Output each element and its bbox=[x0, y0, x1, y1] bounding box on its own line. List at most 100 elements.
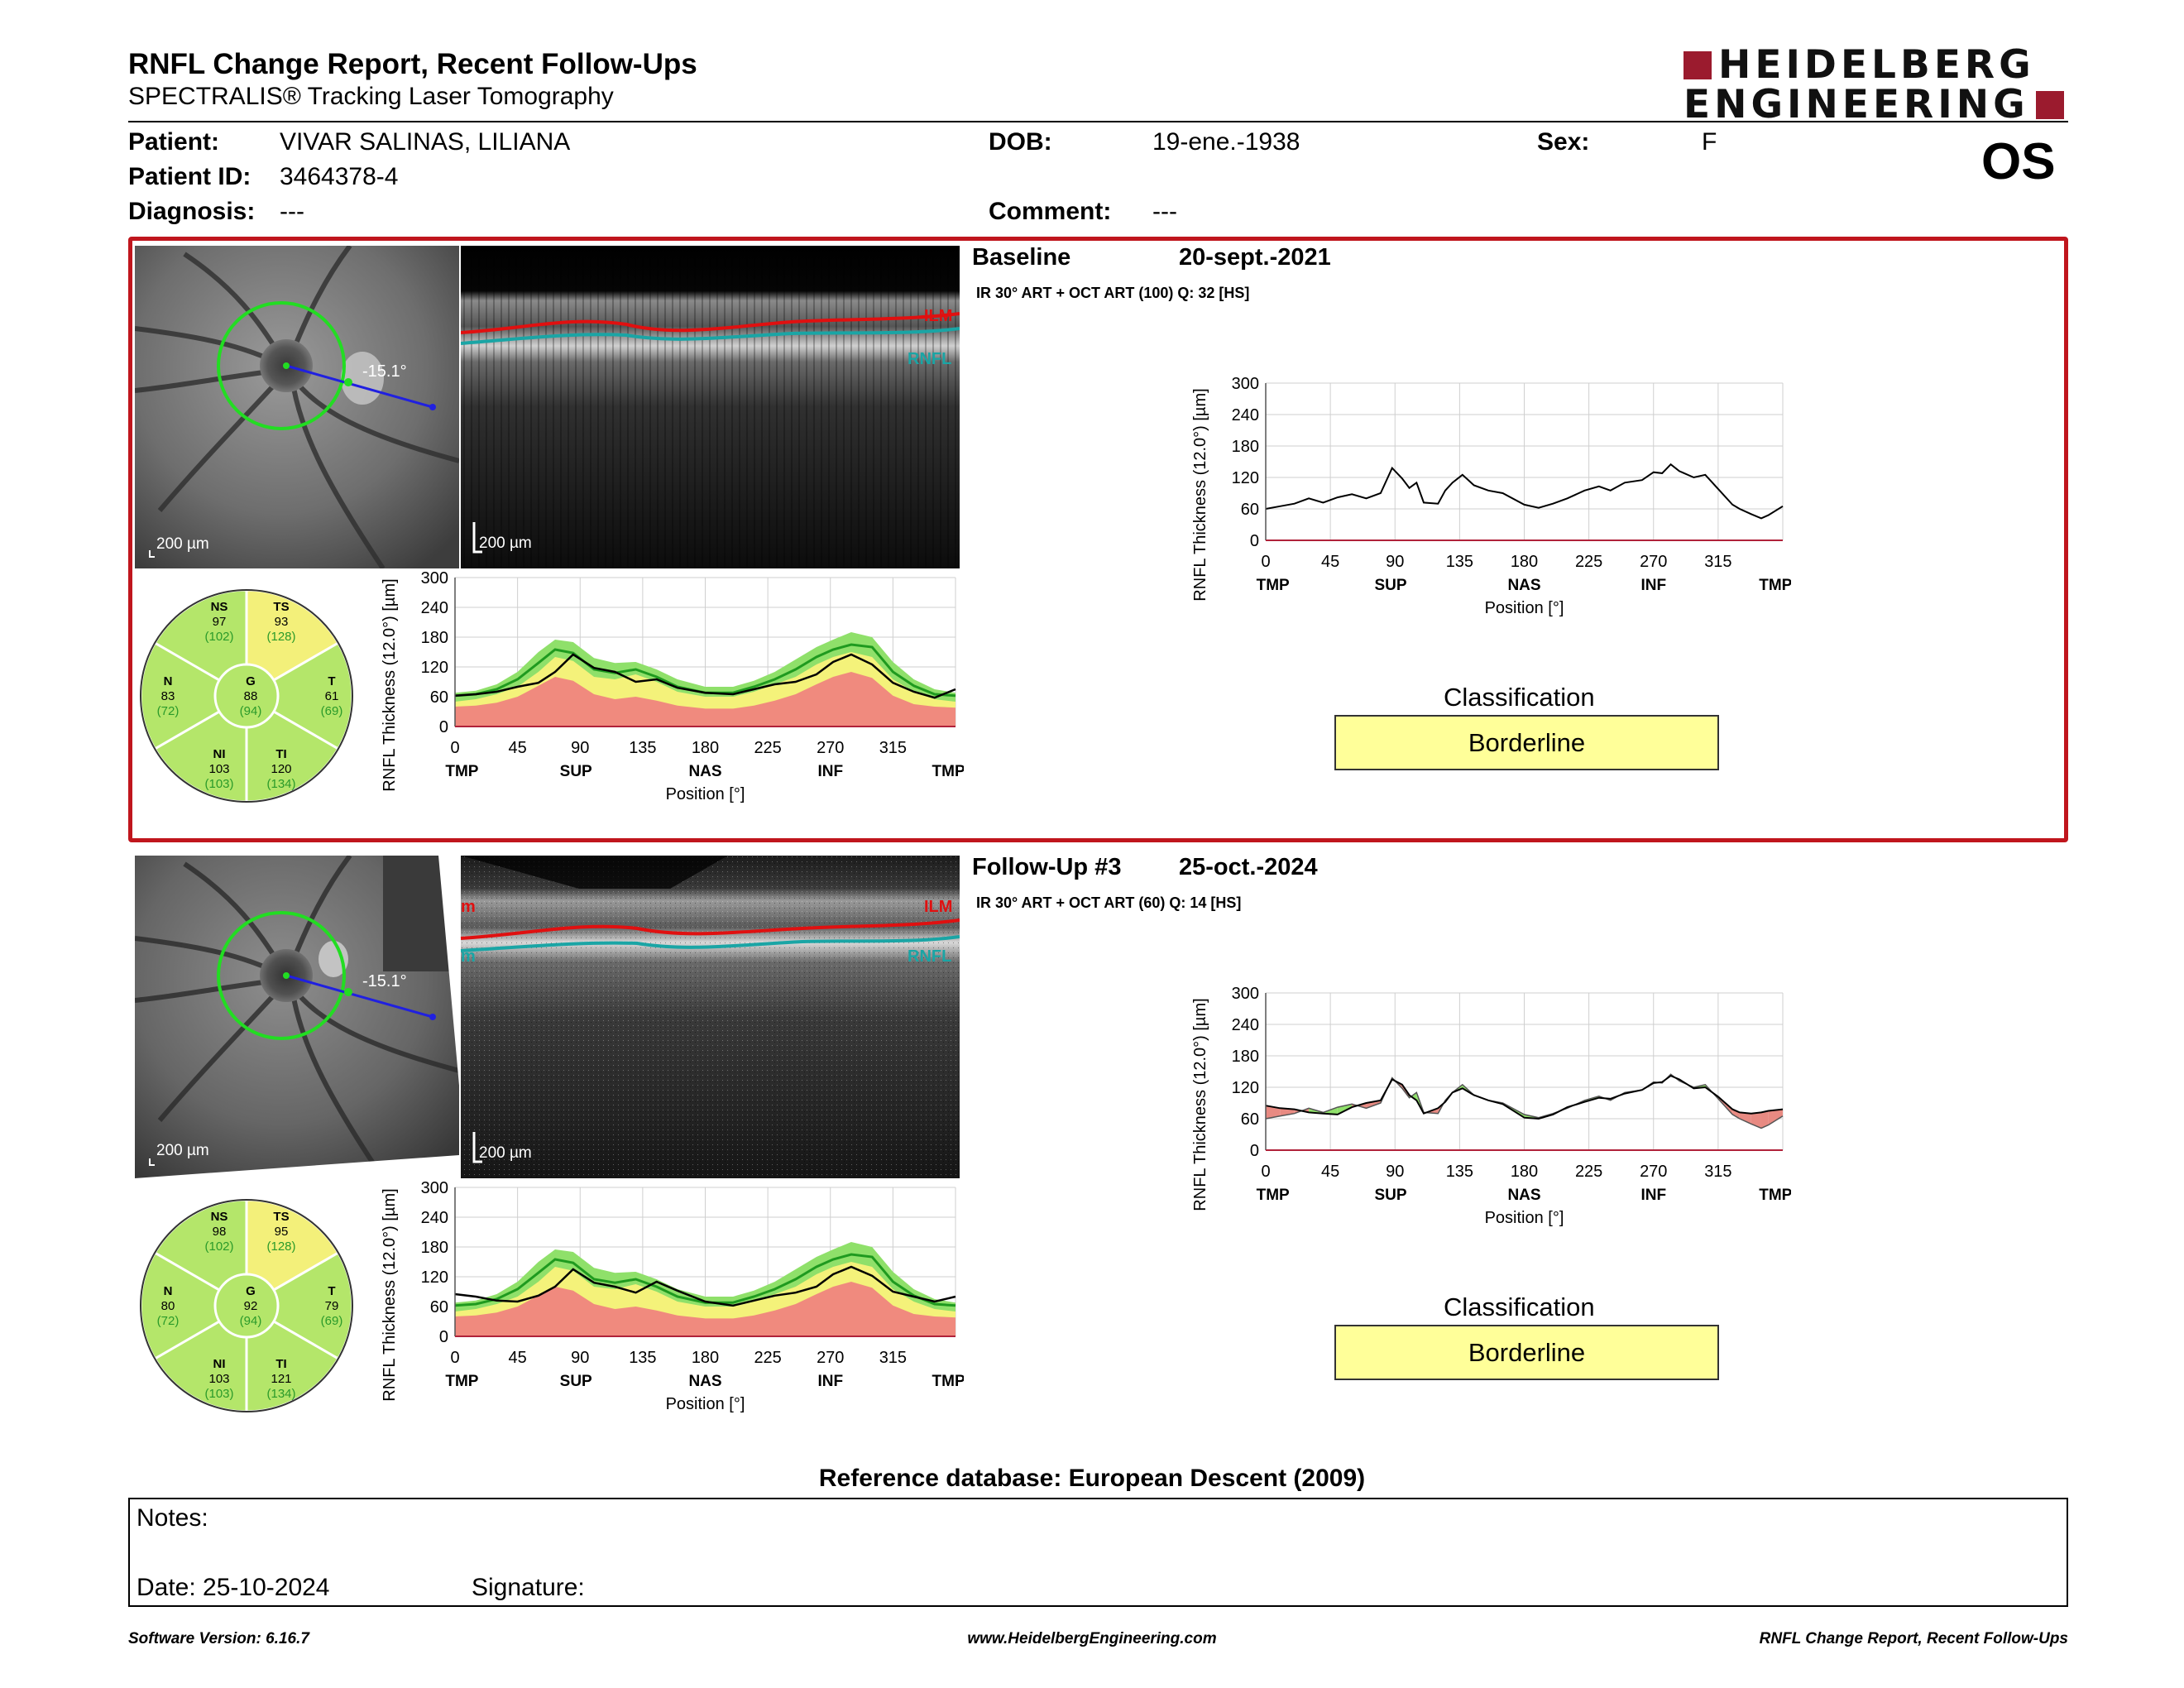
followup-classification-badge: Borderline bbox=[1334, 1325, 1719, 1380]
sector-t-ref: (69) bbox=[321, 1314, 343, 1328]
x-tick-label: 315 bbox=[1704, 553, 1731, 571]
y-tick-label: 180 bbox=[421, 1239, 448, 1257]
region-label: TMP bbox=[445, 763, 478, 780]
sector-ti-value: 121 bbox=[271, 1372, 291, 1386]
baseline-oct-scale: 200 µm bbox=[479, 535, 532, 552]
footer-software-version: Software Version: 6.16.7 bbox=[128, 1630, 309, 1647]
baseline-classification-title: Classification bbox=[1444, 683, 1595, 712]
y-tick-label: 180 bbox=[1232, 438, 1259, 456]
dob-label: DOB: bbox=[989, 128, 1052, 156]
sex-label: Sex: bbox=[1537, 128, 1590, 156]
sector-ts-label: TS bbox=[273, 600, 289, 614]
y-tick-label: 120 bbox=[1232, 469, 1259, 487]
x-axis-label: Position [°] bbox=[666, 1395, 745, 1413]
y-tick-label: 300 bbox=[1232, 376, 1259, 393]
y-tick-label: 240 bbox=[1232, 1016, 1259, 1034]
outside-normal-band bbox=[455, 1282, 956, 1336]
y-axis-label: RNFL Thickness (12.0°) [µm] bbox=[1191, 388, 1209, 601]
region-label: INF bbox=[1640, 1187, 1666, 1204]
region-label: TMP bbox=[445, 1373, 478, 1390]
increase-area bbox=[1751, 1112, 1761, 1129]
comment-label: Comment: bbox=[989, 198, 1112, 225]
sector-ni-ref: (103) bbox=[204, 1387, 233, 1401]
patient-name: VIVAR SALINAS, LILIANA bbox=[280, 128, 571, 156]
increase-area bbox=[1280, 1108, 1295, 1116]
followup-change-chart: 0 60 120 180 240 300 0 45 90 135 180 225 270 315 TMP SU… bbox=[1191, 986, 1791, 1227]
sector-ns-ref: (102) bbox=[204, 630, 233, 644]
region-label: NAS bbox=[1507, 577, 1540, 594]
y-tick-label: 120 bbox=[421, 659, 448, 677]
x-tick-label: 270 bbox=[817, 1349, 844, 1367]
x-tick-label: 180 bbox=[692, 1349, 719, 1367]
x-tick-label: 315 bbox=[879, 739, 907, 757]
baseline-acquisition: IR 30° ART + OCT ART (100) Q: 32 [HS] bbox=[976, 285, 1250, 301]
followup-ilm-label: ILM bbox=[924, 898, 952, 916]
followup-acquisition: IR 30° ART + OCT ART (60) Q: 14 [HS] bbox=[976, 894, 1242, 911]
sector-n-ref: (72) bbox=[157, 1314, 180, 1328]
x-axis-label: Position [°] bbox=[666, 785, 745, 803]
x-tick-label: 225 bbox=[1575, 1163, 1602, 1181]
notes-box[interactable]: Notes: Date: 25-10-2024 Signature: bbox=[128, 1498, 2068, 1607]
x-tick-label: 90 bbox=[1386, 553, 1404, 571]
x-tick-label: 225 bbox=[1575, 553, 1602, 571]
logo-line2: ENGINEERING bbox=[1684, 82, 2029, 127]
followup-ilm-side-mark: m bbox=[461, 898, 476, 916]
followup-thickness-line bbox=[1265, 1074, 1784, 1120]
increase-area bbox=[1760, 1110, 1769, 1129]
baseline-oct-bscan: ILM RNFL 200 µm bbox=[461, 246, 960, 568]
sector-ns-value: 97 bbox=[213, 615, 227, 629]
increase-area bbox=[1732, 1109, 1740, 1119]
followup-sector-chart: NS 98 (102) TS 95 (128) N 80 (72) G 92 (… bbox=[139, 1198, 354, 1413]
y-tick-label: 120 bbox=[421, 1268, 448, 1287]
x-tick-label: 315 bbox=[879, 1349, 907, 1367]
sector-n-value: 83 bbox=[161, 689, 175, 703]
sector-ns-ref: (102) bbox=[204, 1240, 233, 1254]
logo-line1: HEIDELBERG bbox=[1718, 42, 2035, 88]
logo-square-icon bbox=[1684, 51, 1712, 79]
x-tick-label: 45 bbox=[1321, 553, 1339, 571]
y-tick-label: 240 bbox=[421, 599, 448, 617]
y-tick-label: 60 bbox=[1241, 501, 1259, 519]
y-axis-label: RNFL Thickness (12.0°) [µm] bbox=[1191, 998, 1209, 1211]
followup-fundus-scale: 200 µm bbox=[156, 1142, 209, 1159]
y-tick-label: 120 bbox=[1232, 1079, 1259, 1097]
x-tick-label: 135 bbox=[1446, 553, 1473, 571]
sector-t-value: 79 bbox=[325, 1299, 339, 1313]
x-tick-label: 45 bbox=[509, 1349, 527, 1367]
y-tick-label: 0 bbox=[439, 1328, 448, 1346]
region-label: SUP bbox=[1375, 1187, 1407, 1204]
followup-fundus-image: -15.1° 200 µm bbox=[135, 856, 459, 1178]
y-tick-label: 180 bbox=[421, 629, 448, 647]
region-label: TMP bbox=[932, 763, 964, 780]
footer-website-link[interactable]: www.HeidelbergEngineering.com bbox=[967, 1630, 1217, 1647]
baseline-normative-chart: 0 60 120 180 240 300 0 45 90 135 180 225 270 315 TMP SU… bbox=[381, 571, 964, 803]
report-subtitle: SPECTRALIS® Tracking Laser Tomography bbox=[128, 83, 614, 110]
baseline-angle-label: -15.1° bbox=[362, 362, 407, 381]
x-tick-label: 90 bbox=[571, 1349, 589, 1367]
y-tick-label: 60 bbox=[1241, 1110, 1259, 1129]
followup-normative-chart: 0 60 120 180 240 300 0 45 90 135 180 225 270 315 TMP SU… bbox=[381, 1181, 964, 1413]
sex-value: F bbox=[1702, 128, 1717, 156]
sector-g-label: G bbox=[246, 674, 256, 688]
heidelberg-logo: HEIDELBERG ENGINEERING bbox=[1684, 46, 2064, 124]
x-tick-label: 180 bbox=[692, 739, 719, 757]
region-label: INF bbox=[817, 763, 843, 780]
patient-id-label: Patient ID: bbox=[128, 163, 251, 190]
sector-n-label: N bbox=[164, 1284, 173, 1298]
baseline-ilm-label: ILM bbox=[924, 307, 952, 325]
followup-date: 25-oct.-2024 bbox=[1179, 854, 1318, 880]
dob-value: 19-ene.-1938 bbox=[1152, 128, 1300, 156]
baseline-thickness-line bbox=[1265, 1073, 1784, 1129]
region-label: SUP bbox=[1375, 577, 1407, 594]
sector-ni-value: 103 bbox=[208, 1372, 229, 1386]
sector-n-value: 80 bbox=[161, 1299, 175, 1313]
x-axis-label: Position [°] bbox=[1485, 599, 1564, 617]
sector-g-ref: (94) bbox=[240, 704, 262, 718]
x-tick-label: 135 bbox=[629, 739, 656, 757]
baseline-fundus-scale: 200 µm bbox=[156, 535, 209, 553]
sector-ti-label: TI bbox=[275, 747, 286, 761]
region-label: INF bbox=[817, 1373, 843, 1390]
region-label: TMP bbox=[1257, 1187, 1290, 1204]
x-tick-label: 90 bbox=[1386, 1163, 1404, 1181]
region-label: NAS bbox=[1507, 1187, 1540, 1204]
